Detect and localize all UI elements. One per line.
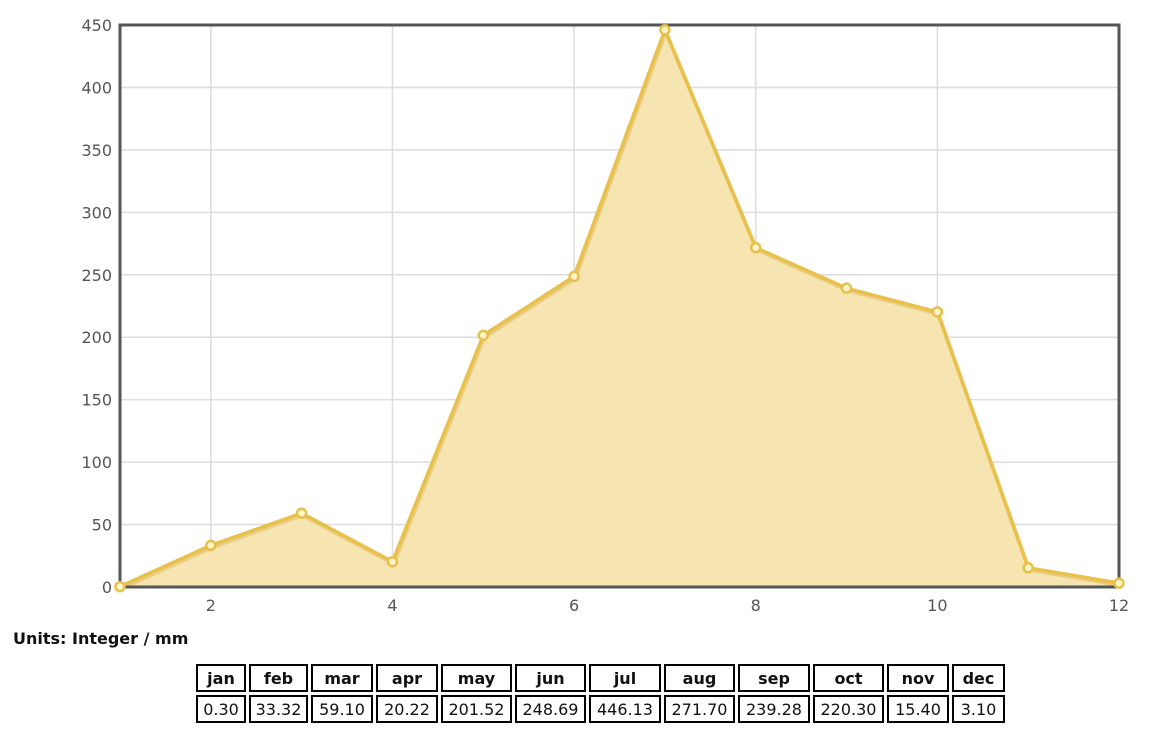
header-cell: feb (249, 664, 308, 692)
header-cell: oct (813, 664, 884, 692)
y-tick-label: 100 (81, 453, 112, 472)
data-point (568, 270, 580, 283)
y-tick-label: 250 (81, 266, 112, 285)
y-axis-ticks: 0 50 100 150 200 250 300 350 400 450 (81, 16, 112, 597)
header-cell: dec (952, 664, 1005, 692)
y-tick-label: 200 (81, 328, 112, 347)
data-markers (114, 24, 1125, 593)
x-tick-label: 10 (927, 596, 947, 615)
area-chart: 0 50 100 150 200 250 300 350 400 450 2 4 6 8 10 12 (81, 16, 1129, 615)
header-cell: jul (589, 664, 661, 692)
y-tick-label: 0 (102, 578, 112, 597)
x-tick-label: 12 (1109, 596, 1129, 615)
header-cell: aug (664, 664, 735, 692)
y-tick-label: 150 (81, 391, 112, 410)
x-tick-label: 4 (387, 596, 397, 615)
area-fill (120, 29, 1119, 588)
value-cell: 446.13 (589, 695, 661, 723)
header-cell: apr (376, 664, 438, 692)
value-cell: 239.28 (738, 695, 810, 723)
x-tick-label: 6 (569, 596, 579, 615)
value-cell: 33.32 (249, 695, 308, 723)
table-header-row: jan feb mar apr may jun jul aug sep oct … (196, 664, 1005, 692)
value-cell: 59.10 (311, 695, 373, 723)
table-value-row: 0.30 33.32 59.10 20.22 201.52 248.69 446… (196, 695, 1005, 723)
data-point (386, 555, 399, 568)
data-point (295, 507, 308, 519)
value-cell: 248.69 (515, 695, 586, 723)
value-cell: 271.70 (664, 695, 735, 723)
header-cell: jan (196, 664, 246, 692)
monthly-data-table: jan feb mar apr may jun jul aug sep oct … (193, 661, 1008, 726)
data-point (205, 539, 217, 552)
data-point (477, 329, 490, 342)
y-tick-label: 350 (81, 141, 112, 160)
y-tick-label: 300 (81, 203, 112, 222)
data-point (1022, 562, 1034, 574)
y-tick-label: 400 (81, 78, 112, 97)
data-point (1113, 577, 1125, 589)
data-point (840, 282, 853, 294)
data-point (659, 24, 671, 36)
value-cell: 15.40 (887, 695, 949, 723)
x-tick-label: 8 (751, 596, 761, 615)
header-cell: nov (887, 664, 949, 692)
x-axis-ticks: 2 4 6 8 10 12 (206, 596, 1129, 615)
value-cell: 0.30 (196, 695, 246, 723)
series-line (119, 28, 1120, 589)
plot-frame (118, 23, 1121, 589)
series-area (119, 26, 1121, 591)
data-point (114, 580, 126, 593)
value-cell: 220.30 (813, 695, 884, 723)
units-label: Units: Integer / mm (13, 629, 189, 648)
header-cell: mar (311, 664, 373, 692)
x-tick-label: 2 (206, 596, 216, 615)
data-point (749, 241, 762, 254)
value-cell: 3.10 (952, 695, 1005, 723)
header-cell: may (441, 664, 512, 692)
header-cell: sep (738, 664, 810, 692)
data-point (931, 306, 944, 318)
value-cell: 20.22 (376, 695, 438, 723)
header-cell: jun (515, 664, 586, 692)
y-tick-label: 450 (81, 16, 112, 35)
y-tick-label: 50 (92, 516, 112, 535)
value-cell: 201.52 (441, 695, 512, 723)
